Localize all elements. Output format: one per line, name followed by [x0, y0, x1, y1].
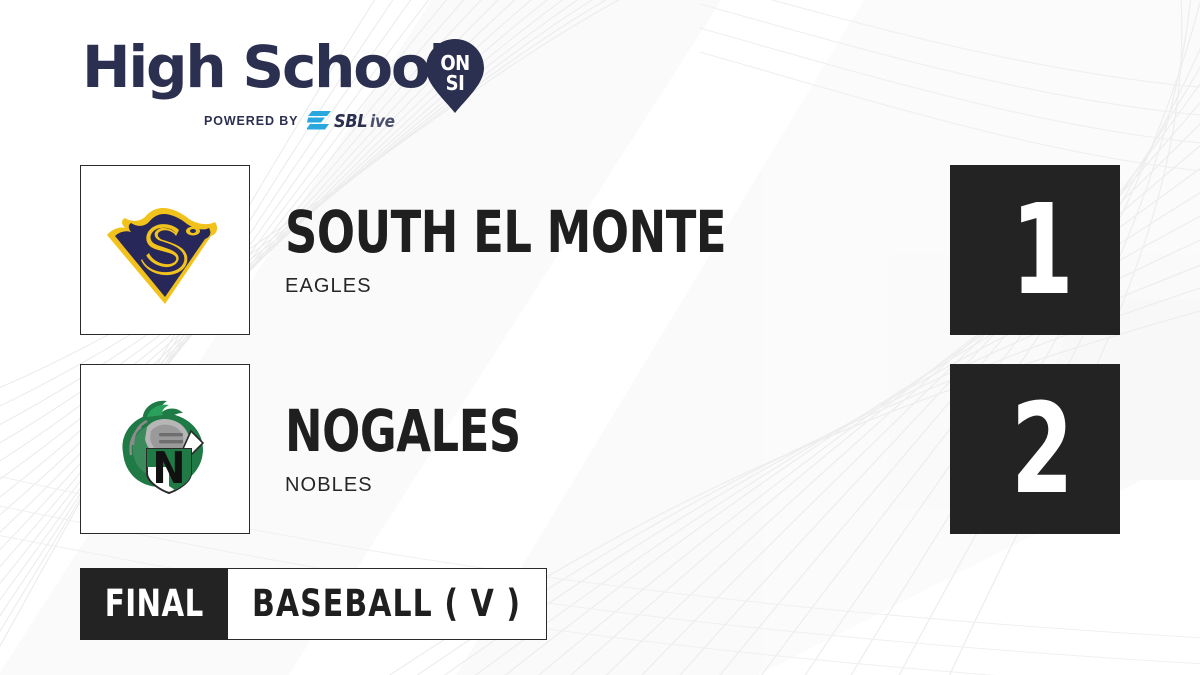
score-box: 2	[950, 364, 1120, 534]
powered-by-row: POWERED BY SBL ive	[204, 110, 403, 131]
nogales-nobles-logo: N	[122, 400, 205, 495]
sblive-s-chevron-icon	[307, 111, 332, 130]
team-name: SOUTH EL MONTE	[285, 198, 727, 266]
on-si-pin-line2-label: SI	[446, 71, 465, 95]
sport-panel: BASEBALL ( V )	[228, 568, 547, 640]
team-info: NOGALES NOBLES	[285, 364, 559, 534]
sblive-logo: SBL ive	[307, 111, 395, 131]
team-info: SOUTH EL MONTE EAGLES	[285, 165, 798, 335]
team-mascot: EAGLES	[285, 275, 372, 297]
game-status-badge: FINAL	[80, 568, 228, 640]
status-bar: FINAL BASEBALL ( V )	[80, 568, 547, 640]
sblive-name-part1: SBL	[334, 111, 367, 131]
score-value: 2	[1010, 376, 1074, 522]
score-value: 1	[1010, 177, 1074, 323]
team-logo-card[interactable]	[80, 165, 250, 335]
nogales-shield-letter: N	[152, 443, 185, 494]
on-si-pin-line1-label: ON	[440, 51, 469, 75]
team-row: SOUTH EL MONTE EAGLES	[80, 165, 1120, 335]
powered-by-label: POWERED BY	[204, 113, 299, 128]
brand-wordmark: High School	[82, 33, 448, 101]
sport-label: BASEBALL ( V )	[252, 582, 522, 625]
team-logo-card[interactable]: N	[80, 364, 250, 534]
score-box: 1	[950, 165, 1120, 335]
team-name: NOGALES	[285, 397, 521, 465]
game-status-label: FINAL	[104, 582, 204, 625]
south-el-monte-eagles-logo	[107, 208, 218, 304]
team-row: N NOGALES NOBLES	[80, 364, 1120, 534]
on-si-location-pin-icon: ON SI	[426, 39, 484, 113]
brand-header: High School ON SI POWERED BY SBL	[82, 36, 512, 141]
sblive-name-part2: ive	[370, 112, 395, 131]
team-mascot: NOBLES	[285, 474, 373, 496]
